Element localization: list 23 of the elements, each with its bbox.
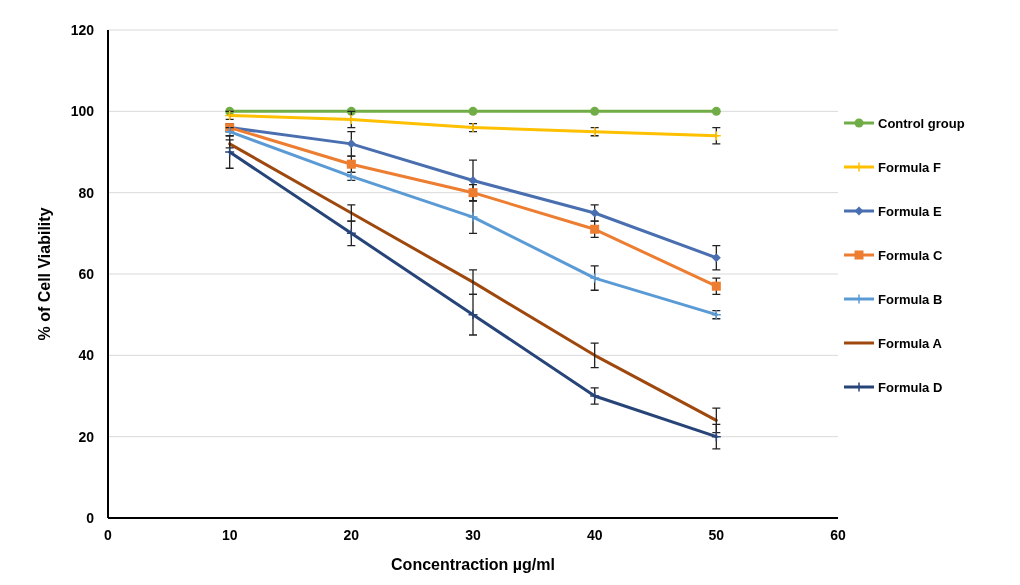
legend-label: Formula B <box>878 291 943 307</box>
y-tick-label: 0 <box>86 509 95 526</box>
y-tick-label: 80 <box>78 184 95 201</box>
y-tick-label: 100 <box>70 103 95 120</box>
y-tick-label: 120 <box>70 21 95 38</box>
legend-label: Formula E <box>878 203 942 219</box>
y-tick-label: 60 <box>78 265 95 282</box>
y-axis-title: % of Cell Viability <box>36 207 53 341</box>
legend-label: Formula A <box>878 335 943 351</box>
x-tick-label: 50 <box>708 527 725 543</box>
legend-label: Control group <box>878 115 965 131</box>
legend-label: Formula F <box>878 159 941 175</box>
y-tick-label: 40 <box>78 347 95 364</box>
x-tick-label: 10 <box>221 527 238 543</box>
legend-label: Formula C <box>878 247 943 263</box>
x-tick-label: 40 <box>586 527 603 543</box>
y-tick-label: 20 <box>78 428 95 445</box>
legend-label: Formula D <box>878 379 943 395</box>
x-tick-label: 0 <box>104 527 113 543</box>
x-axis-title: Concentraction µg/ml <box>391 556 555 573</box>
x-tick-label: 30 <box>465 527 481 543</box>
x-tick-label: 20 <box>343 527 360 543</box>
x-tick-label: 60 <box>830 527 846 543</box>
